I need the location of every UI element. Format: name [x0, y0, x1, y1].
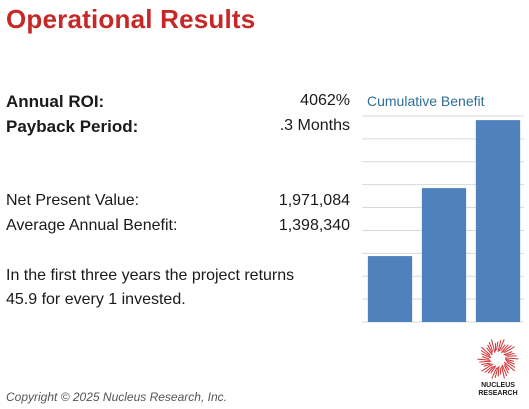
logo-line-1: NUCLEUS — [481, 382, 515, 389]
npv-value: 1,971,084 — [278, 192, 350, 209]
summary-line-2: 45.9 for every 1 invested. — [6, 291, 186, 308]
annual-roi-value: 4062% — [300, 92, 350, 109]
summary-text: In the first three years the project ret… — [6, 264, 356, 312]
annual-roi-row: Annual ROI: 4062% — [6, 92, 350, 114]
cumulative-benefit-chart — [362, 115, 524, 323]
average-benefit-row: Average Annual Benefit: 1,398,340 — [6, 217, 350, 239]
summary-line-1: In the first three years the project ret… — [6, 267, 295, 284]
bar-year-2 — [421, 188, 467, 322]
average-benefit-label: Average Annual Benefit: — [6, 217, 178, 234]
payback-period-row: Payback Period: .3 Months — [6, 117, 350, 139]
copyright-text: Copyright © 2025 Nucleus Research, Inc. — [6, 390, 227, 404]
page-title: Operational Results — [6, 4, 256, 34]
chart-title: Cumulative Benefit — [367, 93, 485, 109]
average-benefit-value: 1,398,340 — [278, 217, 350, 234]
npv-label: Net Present Value: — [6, 192, 140, 209]
nucleus-research-logo: NUCLEUS RESEARCH — [472, 336, 524, 404]
npv-row: Net Present Value: 1,971,084 — [6, 192, 350, 214]
payback-period-value: .3 Months — [279, 117, 350, 134]
logo-line-2: RESEARCH — [478, 390, 518, 397]
bar-year-1 — [367, 256, 413, 322]
payback-period-label: Payback Period: — [6, 117, 139, 136]
starburst-icon — [477, 339, 519, 379]
bar-year-3 — [475, 120, 521, 323]
annual-roi-label: Annual ROI: — [6, 92, 105, 111]
